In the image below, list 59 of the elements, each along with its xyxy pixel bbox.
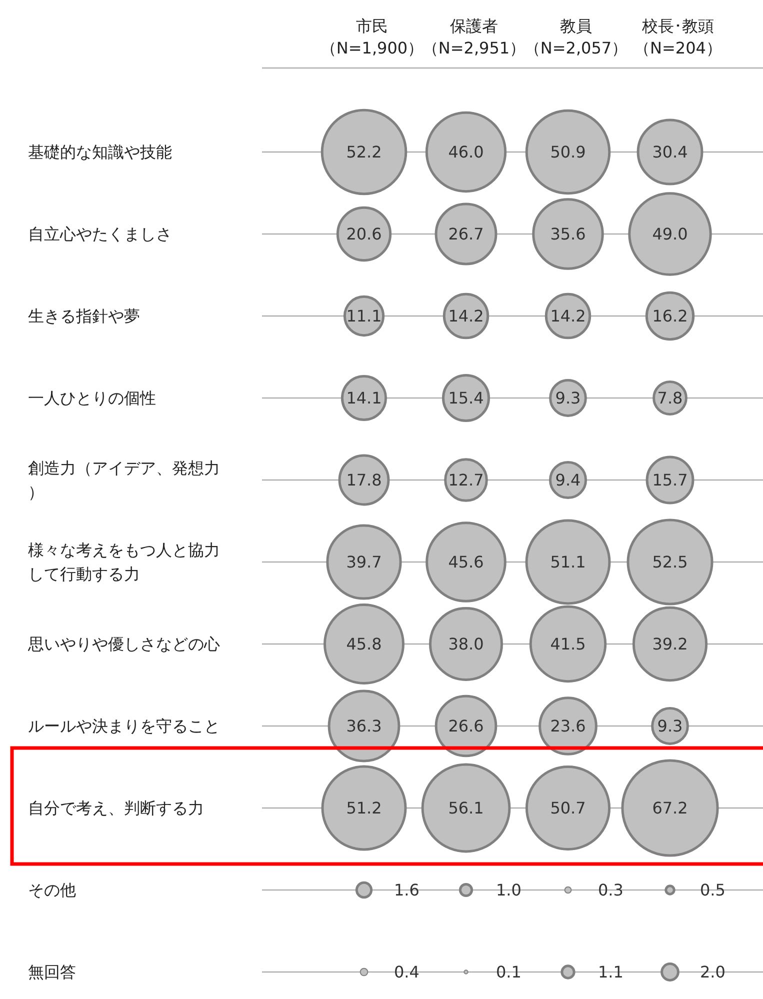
x-tick-label: 保護者（N=2,951） bbox=[422, 16, 526, 58]
data-label: 0.4 bbox=[394, 962, 420, 982]
data-label: 45.8 bbox=[346, 634, 382, 654]
data-label: 50.9 bbox=[550, 142, 586, 162]
y-tick-label: 一人ひとりの個性 bbox=[28, 388, 156, 408]
data-label: 1.6 bbox=[394, 880, 420, 900]
data-label: 15.4 bbox=[448, 388, 484, 408]
data-label: 39.7 bbox=[346, 552, 382, 572]
data-label: 46.0 bbox=[448, 142, 484, 162]
data-label: 11.1 bbox=[346, 306, 382, 326]
data-label: 38.0 bbox=[448, 634, 484, 654]
y-tick-label: 無回答 bbox=[28, 962, 76, 982]
data-label: 56.1 bbox=[448, 798, 484, 818]
data-label: 23.6 bbox=[550, 716, 586, 736]
data-label: 9.3 bbox=[657, 716, 683, 736]
y-tick-label: 自分で考え、判断する力 bbox=[28, 798, 204, 818]
data-label: 52.2 bbox=[346, 142, 382, 162]
y-tick-label: ルールや決まりを守ること bbox=[28, 716, 220, 736]
y-tick-label: 創造力（アイデア、発想力） bbox=[28, 458, 220, 502]
y-tick-label: 生きる指針や夢 bbox=[28, 306, 140, 326]
data-label: 7.8 bbox=[657, 388, 683, 408]
data-label: 49.0 bbox=[652, 224, 688, 244]
data-label: 1.1 bbox=[598, 962, 624, 982]
data-label: 67.2 bbox=[652, 798, 688, 818]
y-tick-label: 思いやりや優しさなどの心 bbox=[27, 634, 220, 654]
data-label: 0.3 bbox=[598, 880, 624, 900]
data-label: 26.7 bbox=[448, 224, 484, 244]
data-label: 15.7 bbox=[652, 470, 688, 490]
data-label: 16.2 bbox=[652, 306, 688, 326]
y-tick-label: 様々な考えをもつ人と協力して行動する力 bbox=[28, 540, 220, 584]
data-label: 1.0 bbox=[496, 880, 522, 900]
data-label: 9.3 bbox=[555, 388, 581, 408]
data-label: 0.5 bbox=[700, 880, 726, 900]
data-label: 14.2 bbox=[448, 306, 484, 326]
data-label: 30.4 bbox=[652, 142, 688, 162]
data-label: 0.1 bbox=[496, 962, 522, 982]
data-label: 12.7 bbox=[448, 470, 484, 490]
data-label: 51.2 bbox=[346, 798, 382, 818]
data-label: 17.8 bbox=[346, 470, 382, 490]
y-tick-label: 自立心やたくましさ bbox=[28, 224, 172, 244]
y-tick-label: 基礎的な知識や技能 bbox=[28, 142, 172, 162]
x-tick-label: 教員（N=2,057） bbox=[524, 16, 628, 58]
x-tick-label: 校長･教頭（N=204） bbox=[634, 16, 722, 58]
x-tick-label: 市民（N=1,900） bbox=[320, 16, 424, 58]
y-tick-label: その他 bbox=[28, 880, 76, 900]
data-label: 35.6 bbox=[550, 224, 586, 244]
data-label: 51.1 bbox=[550, 552, 586, 572]
data-label: 41.5 bbox=[550, 634, 586, 654]
data-label: 9.4 bbox=[555, 470, 581, 490]
data-label: 20.6 bbox=[346, 224, 382, 244]
data-label: 26.6 bbox=[448, 716, 484, 736]
data-label: 45.6 bbox=[448, 552, 484, 572]
data-label: 52.5 bbox=[652, 552, 688, 572]
data-label: 14.1 bbox=[346, 388, 382, 408]
data-label: 14.2 bbox=[550, 306, 586, 326]
data-label: 39.2 bbox=[652, 634, 688, 654]
data-label: 36.3 bbox=[346, 716, 382, 736]
data-label: 2.0 bbox=[700, 962, 726, 982]
data-label: 50.7 bbox=[550, 798, 586, 818]
